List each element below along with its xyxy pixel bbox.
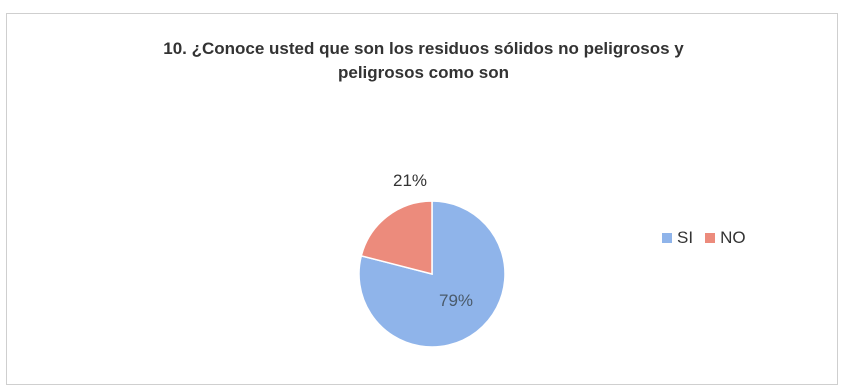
legend: SI NO xyxy=(662,228,758,248)
legend-label-si: SI xyxy=(677,228,694,247)
legend-swatch-si xyxy=(662,233,672,243)
legend-item-si: SI xyxy=(662,228,693,248)
pie-slice-no xyxy=(360,200,433,275)
data-label-no: 21% xyxy=(393,171,427,190)
legend-label-no: NO xyxy=(720,228,746,247)
legend-swatch-no xyxy=(705,233,716,243)
chart-title: 10. ¿Conoce usted que son los residuos s… xyxy=(0,37,847,85)
chart-title-line-2: peligrosos como son xyxy=(338,63,509,82)
data-label-si: 79% xyxy=(439,291,473,310)
legend-item-no: NO xyxy=(705,228,746,248)
chart-title-line-1: 10. ¿Conoce usted que son los residuos s… xyxy=(163,39,684,58)
